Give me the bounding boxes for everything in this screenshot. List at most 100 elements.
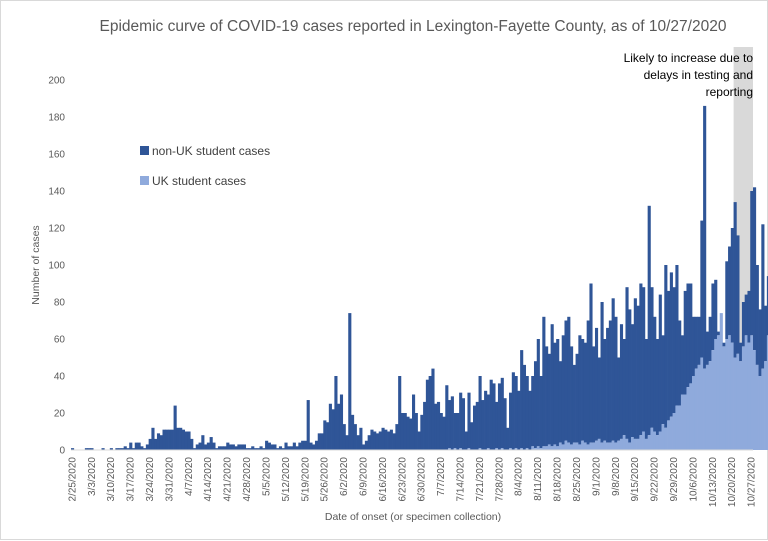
bar-uk — [716, 335, 721, 450]
bar-uk — [619, 438, 624, 450]
bar-uk — [689, 383, 693, 450]
bar-uk — [631, 437, 635, 450]
x-tick-label: 9/15/2020 — [630, 457, 641, 502]
bar-uk — [703, 368, 707, 450]
bar-uk — [570, 444, 574, 450]
bar-non-uk — [736, 235, 740, 354]
bar-non-uk — [176, 427, 180, 450]
bar-non-uk — [359, 427, 363, 450]
bar-non-uk — [506, 427, 510, 450]
bar-uk — [533, 448, 538, 450]
bar-non-uk — [497, 383, 502, 450]
bar-non-uk — [303, 440, 307, 450]
bar-non-uk — [716, 331, 721, 336]
bar-non-uk — [492, 383, 496, 450]
bar-non-uk — [253, 448, 258, 450]
bar-uk — [647, 435, 651, 450]
bar-uk — [764, 361, 768, 450]
bar-non-uk — [708, 316, 712, 362]
bar-non-uk — [628, 309, 632, 443]
bar-non-uk — [412, 394, 416, 450]
bar-non-uk — [747, 290, 751, 343]
x-tick-label: 3/31/2020 — [164, 457, 175, 502]
bar-non-uk — [129, 442, 133, 450]
bar-non-uk — [583, 342, 588, 443]
bar-non-uk — [287, 446, 291, 450]
bar-non-uk — [622, 339, 626, 436]
bar-non-uk — [245, 448, 249, 450]
bar-non-uk — [400, 413, 405, 450]
x-tick-label: 4/14/2020 — [203, 457, 214, 502]
bar-uk — [741, 346, 746, 450]
bar-uk — [739, 361, 743, 450]
bar-non-uk — [284, 442, 288, 450]
bar-non-uk — [661, 335, 665, 425]
bar-non-uk — [522, 364, 527, 450]
bar-non-uk — [109, 448, 113, 450]
bar-non-uk — [204, 444, 208, 450]
bar-non-uk — [259, 446, 263, 450]
bar-non-uk — [639, 283, 643, 436]
bar-non-uk — [256, 448, 260, 450]
bar-non-uk — [229, 444, 233, 450]
bar-non-uk — [179, 427, 183, 450]
bar-uk — [514, 448, 518, 450]
bar-non-uk — [223, 446, 227, 450]
bar-non-uk — [434, 403, 438, 450]
x-tick-label: 8/18/2020 — [553, 457, 564, 502]
x-tick-label: 4/28/2020 — [242, 457, 253, 502]
bar-uk — [553, 444, 557, 450]
bar-non-uk — [414, 413, 418, 450]
bar-non-uk — [575, 353, 579, 443]
bar-non-uk — [694, 316, 698, 369]
x-tick-label: 10/27/2020 — [747, 457, 758, 507]
bar-non-uk — [600, 302, 604, 443]
bar-uk — [636, 438, 640, 450]
bar-non-uk — [545, 346, 549, 447]
bar-uk — [581, 440, 585, 450]
bar-non-uk — [339, 394, 344, 450]
bar-uk — [761, 368, 765, 450]
bar-non-uk — [705, 331, 709, 365]
bar-non-uk — [586, 320, 590, 445]
bar-non-uk — [581, 339, 585, 441]
y-tick-label: 200 — [48, 76, 65, 87]
bar-uk — [722, 346, 726, 450]
bar-non-uk — [148, 438, 152, 450]
bar-uk — [592, 442, 596, 450]
bar-uk — [744, 335, 748, 450]
legend-swatch-non-uk — [140, 146, 149, 155]
bar-non-uk — [425, 379, 429, 450]
bar-uk — [697, 364, 701, 450]
bar-non-uk — [520, 350, 524, 449]
bar-non-uk — [403, 413, 407, 450]
bar-non-uk — [680, 335, 685, 395]
bar-non-uk — [423, 401, 427, 450]
bar-non-uk — [320, 433, 324, 450]
legend-label-non-uk: non-UK student cases — [152, 144, 270, 158]
bar-non-uk — [539, 376, 543, 449]
bar-non-uk — [514, 376, 518, 449]
x-tick-label: 7/7/2020 — [436, 457, 447, 496]
bar-non-uk — [331, 409, 335, 450]
bar-uk — [672, 413, 676, 450]
bar-uk — [755, 364, 759, 450]
y-tick-label: 140 — [48, 187, 65, 198]
y-tick-label: 40 — [54, 372, 66, 383]
bar-non-uk — [495, 401, 499, 449]
x-tick-label: 9/1/2020 — [591, 457, 602, 496]
bar-non-uk — [337, 403, 341, 450]
bar-non-uk — [531, 376, 535, 447]
bar-non-uk — [323, 420, 327, 450]
bar-non-uk — [728, 246, 732, 336]
bar-non-uk — [392, 433, 396, 450]
legend-swatch-uk — [140, 176, 149, 185]
bar-non-uk — [664, 265, 668, 428]
x-tick-label: 2/25/2020 — [67, 457, 78, 502]
bar-uk — [730, 342, 734, 450]
bar-non-uk — [328, 403, 332, 450]
bar-uk — [542, 446, 546, 450]
x-tick-label: 10/20/2020 — [727, 457, 738, 507]
bar-uk — [678, 405, 682, 450]
y-tick-label: 180 — [48, 113, 65, 124]
